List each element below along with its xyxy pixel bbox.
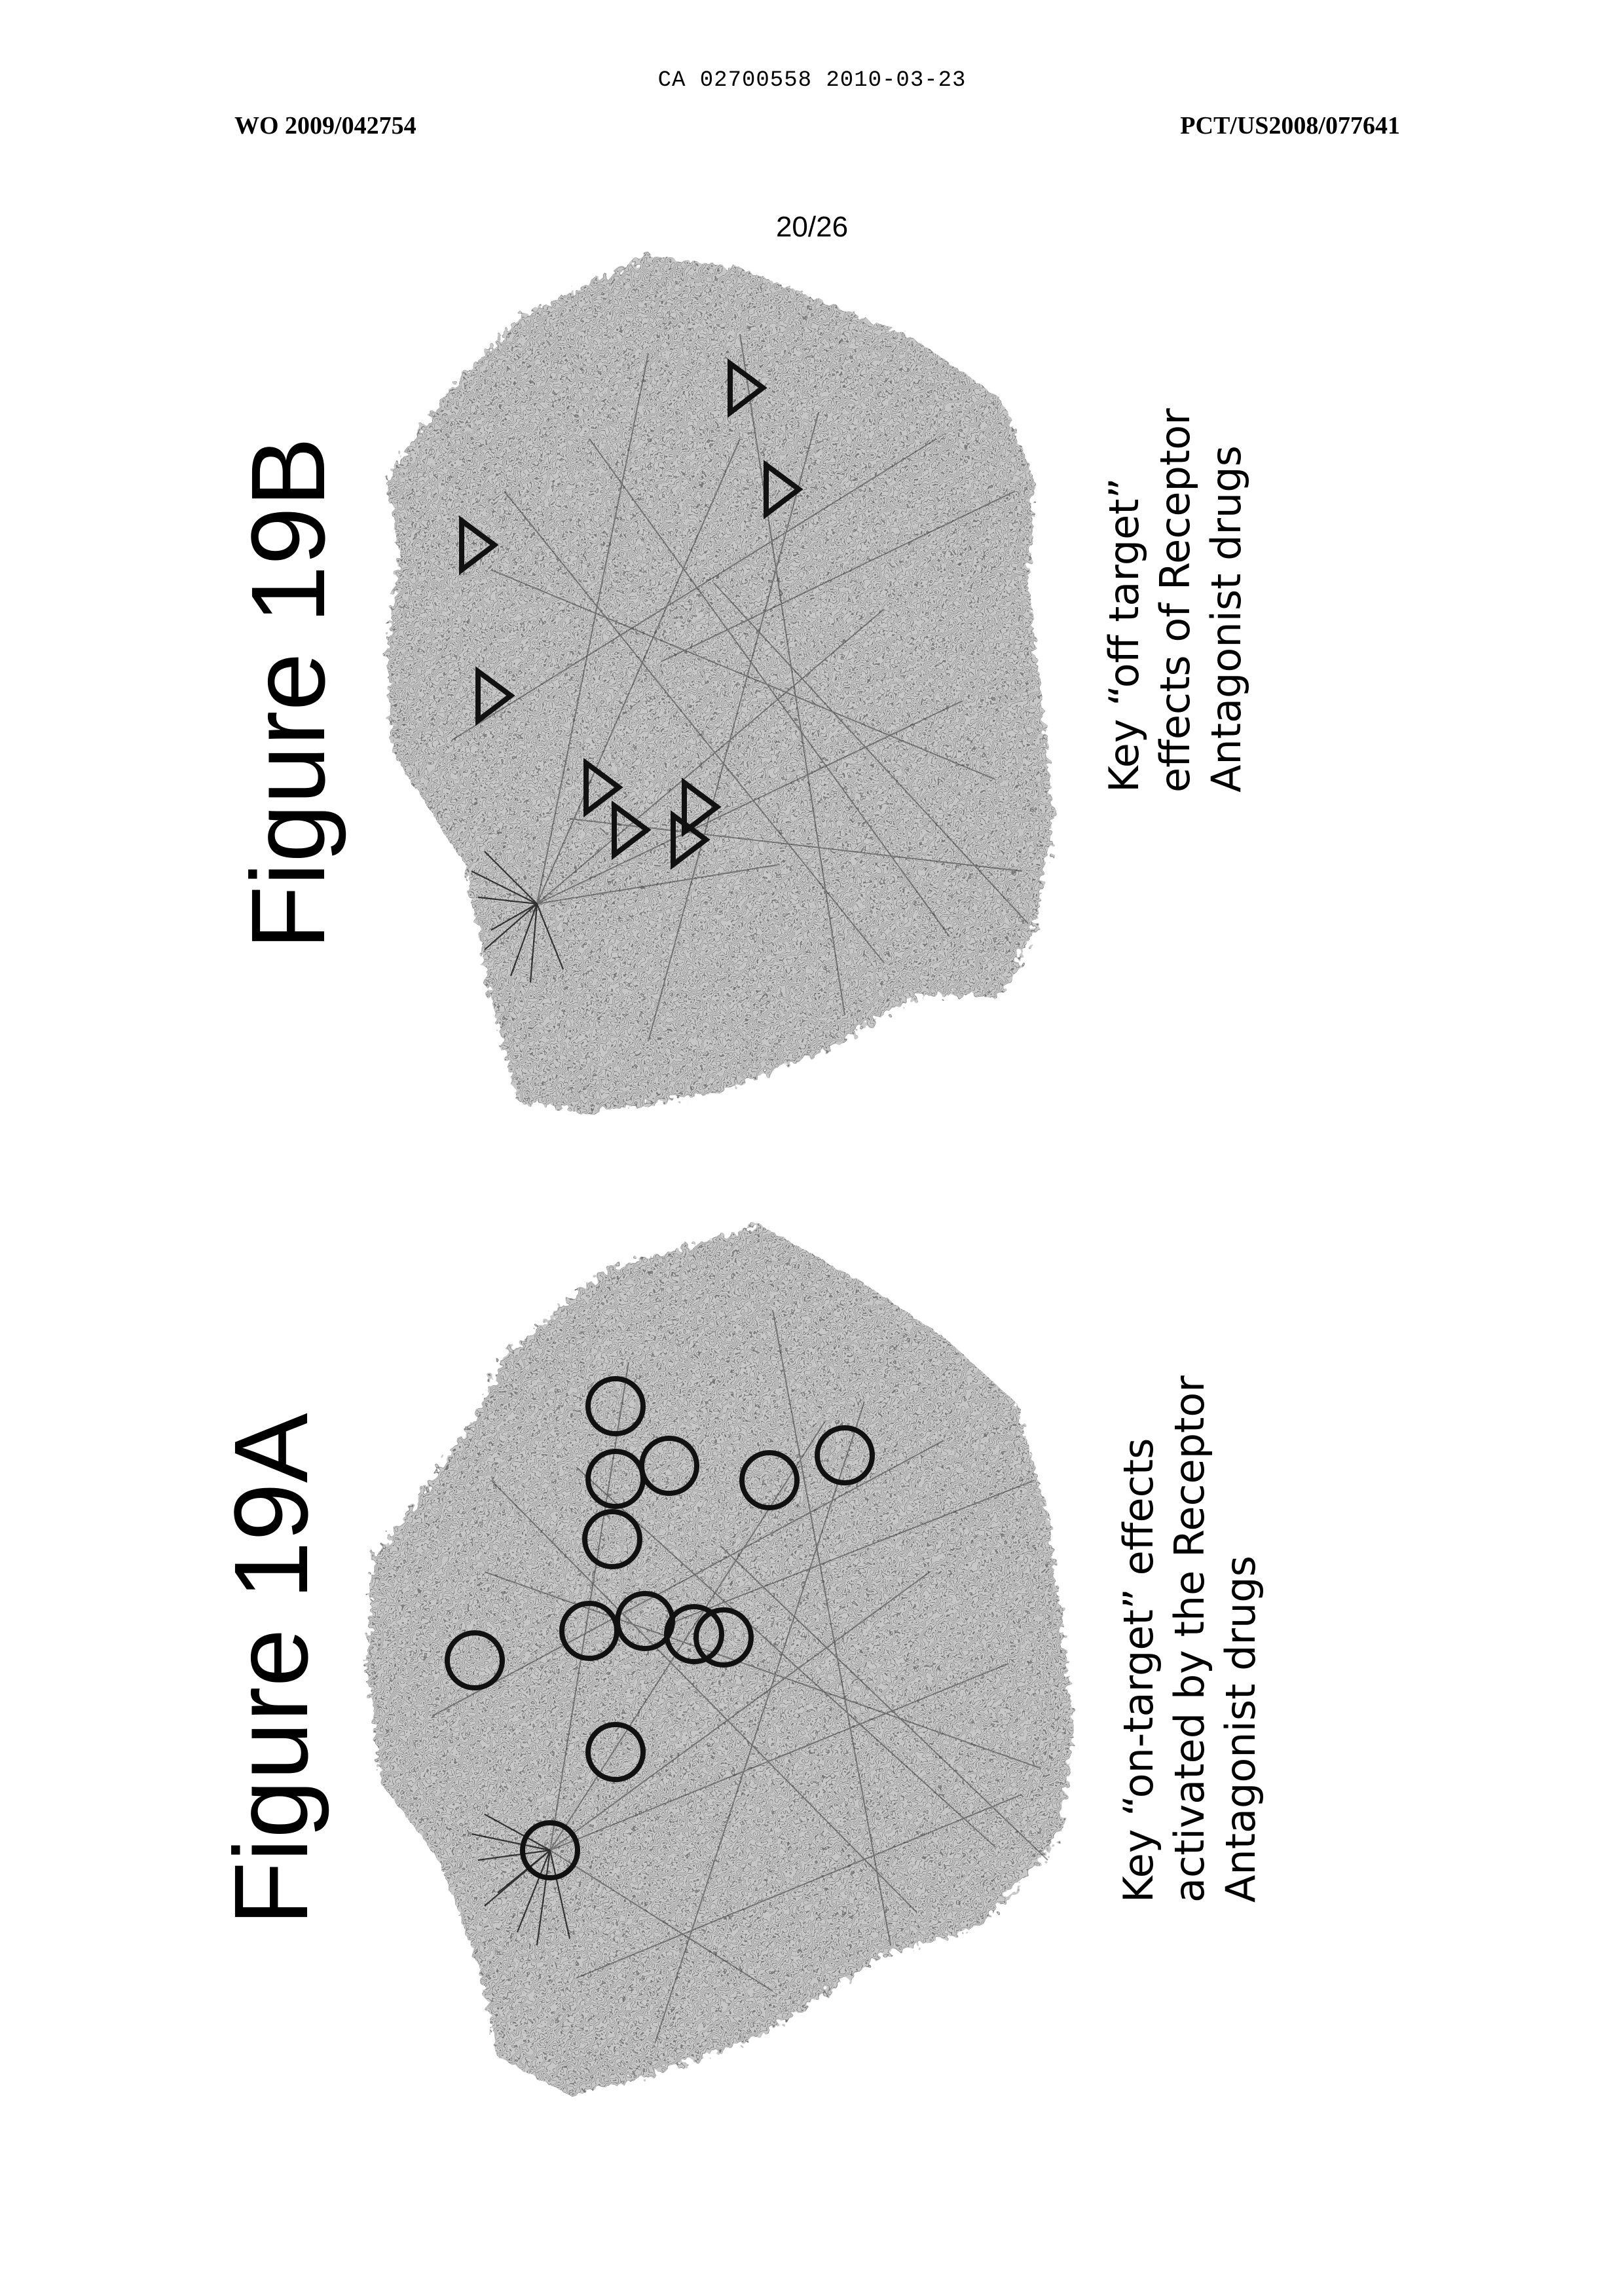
- figure-19a-caption-line: activated by the Receptor: [1164, 1375, 1215, 1903]
- ca-document-number: CA 02700558 2010-03-23: [0, 68, 1624, 93]
- figure-19a-network: [354, 1205, 1094, 2122]
- publication-number: WO 2009/042754: [234, 111, 416, 140]
- figure-19a-title: Figure 19A: [219, 1413, 323, 1926]
- figure-19b-caption-line: Key “off target”: [1099, 408, 1150, 793]
- figure-19a-caption: Key “on-target” effects activated by the…: [1113, 1375, 1266, 1903]
- figure-19b-title: Figure 19B: [236, 437, 341, 950]
- figure-19a-caption-line: Key “on-target” effects: [1113, 1375, 1164, 1903]
- figure-19b-caption-line: Antagonist drugs: [1201, 408, 1252, 793]
- figure-19a-caption-line: Antagonist drugs: [1215, 1375, 1266, 1903]
- figure-19b-network: [373, 242, 1094, 1140]
- figure-19b-caption-line: effects of Receptor: [1150, 408, 1201, 793]
- figure-19b-caption: Key “off target” effects of Receptor Ant…: [1099, 408, 1252, 793]
- sheet-number: 20/26: [0, 211, 1624, 244]
- application-number: PCT/US2008/077641: [1180, 111, 1400, 140]
